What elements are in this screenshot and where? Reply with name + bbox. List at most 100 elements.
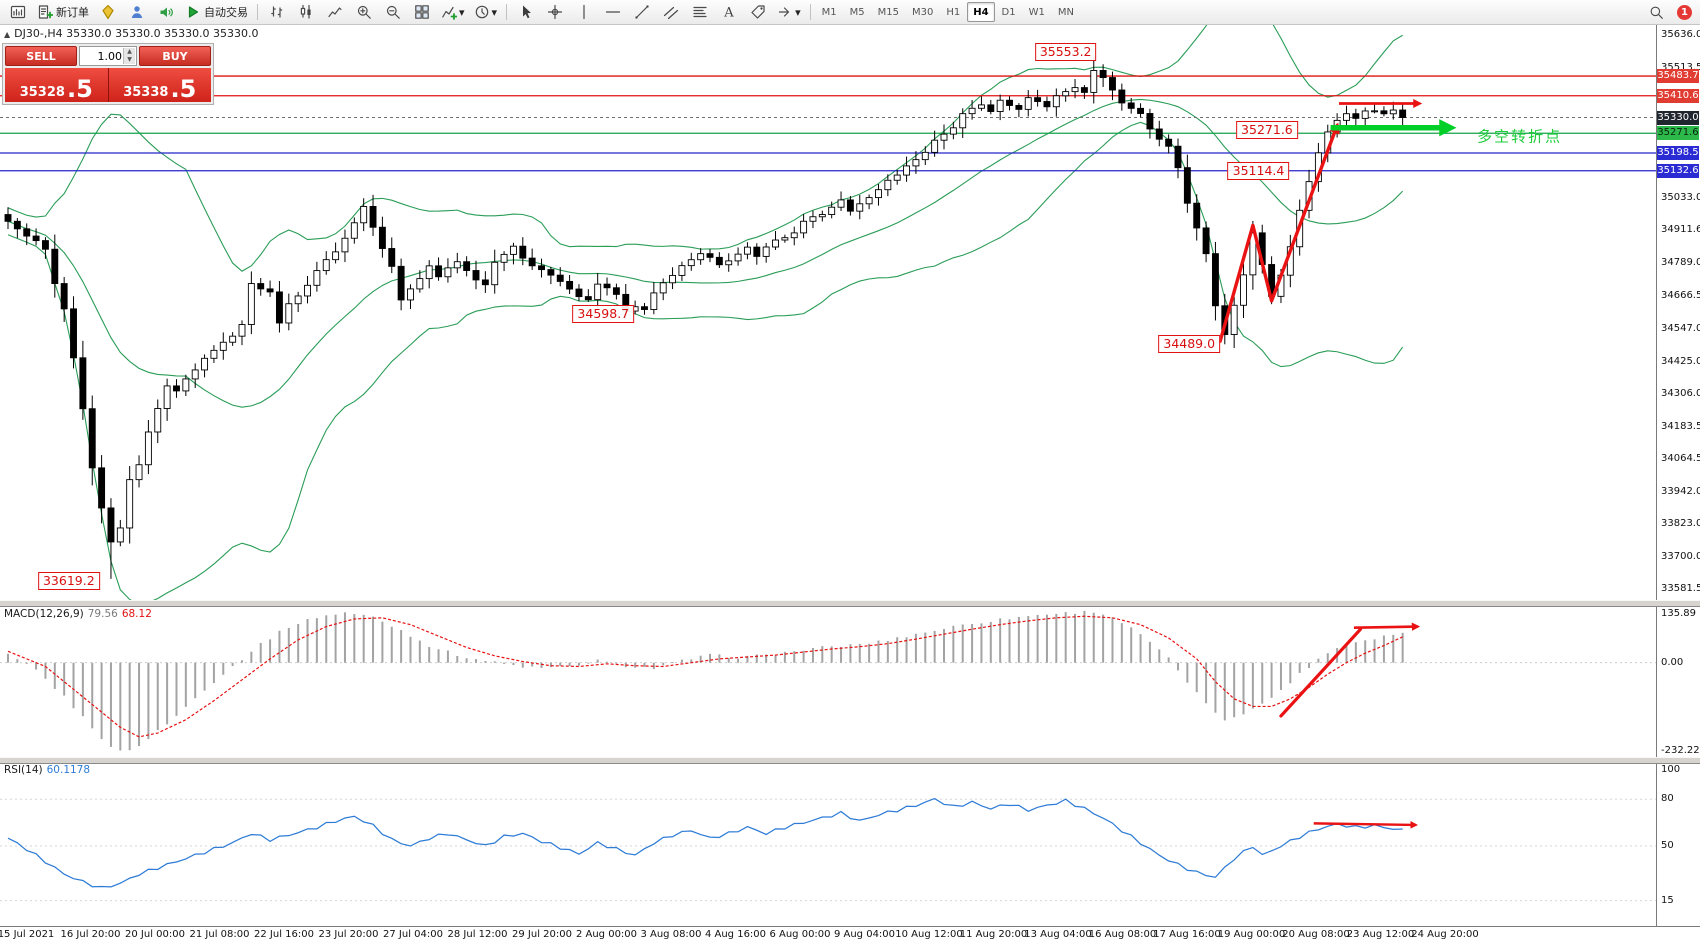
- macd-trend-arrow[interactable]: [1279, 627, 1363, 718]
- volume-input[interactable]: 1.00 ▲ ▼: [79, 46, 137, 66]
- tile-windows-button[interactable]: [408, 1, 436, 23]
- auto-trading-label: 自动交易: [204, 6, 248, 19]
- price-axis[interactable]: [1656, 24, 1700, 945]
- notification-badge[interactable]: 1: [1677, 4, 1692, 20]
- horizontal-line-icon: [605, 11, 621, 13]
- line-chart-icon: [328, 7, 342, 18]
- rsi-direction-arrow[interactable]: [1313, 821, 1419, 829]
- dropdown-caret-icon: ▾: [795, 5, 801, 19]
- indicators-icon: [442, 6, 457, 20]
- timeframe-mn[interactable]: MN: [1057, 6, 1074, 18]
- rsi-indicator-label: RSI(14) 60.1178: [4, 764, 90, 776]
- zoom-out-icon: [386, 5, 400, 19]
- chart-workspace[interactable]: ▲ DJ30-,H4 35330.0 35330.0 35330.0 35330.…: [0, 24, 1700, 945]
- toolbar-separator: [506, 4, 508, 20]
- auto-trading-button[interactable]: 自动交易: [181, 1, 252, 23]
- candlestick-chart-button[interactable]: [292, 1, 320, 23]
- stepper-up-icon[interactable]: ▲: [127, 48, 132, 55]
- crosshair-button[interactable]: [541, 1, 569, 23]
- line-chart-button[interactable]: [321, 1, 349, 23]
- sell-button[interactable]: SELL: [5, 46, 77, 66]
- profile-button[interactable]: [123, 1, 151, 23]
- volume-value: 1.00: [97, 49, 123, 63]
- trendline-button[interactable]: [628, 1, 656, 23]
- collapse-one-click-icon[interactable]: ▲: [4, 30, 11, 39]
- rsi-pane-layer: [0, 797, 1656, 902]
- text-button[interactable]: A: [715, 1, 743, 23]
- tile-windows-icon: [415, 5, 429, 19]
- trend-zigzag-arrow[interactable]: [1218, 122, 1340, 344]
- toolbar: 新订单 自动交易 ▾ ▾ A ▾ M1 M5 M15 M30 H1 H4 D1 W1 MN 1: [0, 0, 1700, 25]
- fibonacci-icon: [693, 6, 707, 18]
- text-icon: A: [723, 6, 734, 21]
- stepper-down-icon[interactable]: ▼: [127, 56, 132, 63]
- macd-pane-layer: [0, 610, 1656, 751]
- volume-stepper[interactable]: ▲ ▼: [123, 48, 135, 64]
- shapes-icon: [778, 7, 790, 17]
- shapes-button[interactable]: ▾: [773, 1, 805, 23]
- timeframe-m5[interactable]: M5: [849, 6, 865, 18]
- zoom-in-button[interactable]: [350, 1, 378, 23]
- new-order-button[interactable]: 新订单: [33, 1, 93, 23]
- announcement-icon: [160, 7, 173, 17]
- pane-separator-macd[interactable]: [0, 600, 1700, 607]
- profile-icon: [131, 6, 143, 18]
- time-axis[interactable]: [0, 926, 1700, 945]
- zoom-in-icon: [357, 5, 371, 19]
- bollinger-lower-band: [7, 121, 1404, 600]
- crosshair-icon: [547, 4, 563, 20]
- timeframe-h4[interactable]: H4: [967, 2, 995, 22]
- macd-direction-arrow[interactable]: [1353, 622, 1421, 631]
- vertical-line-button[interactable]: [570, 1, 598, 23]
- chart-window-button[interactable]: [4, 1, 32, 23]
- one-click-buttons-row: SELL 1.00 ▲ ▼ BUY: [5, 46, 211, 66]
- one-click-trading-widget: SELL 1.00 ▲ ▼ BUY 35328.5 35338.5: [2, 43, 214, 105]
- timeframe-m15[interactable]: M15: [877, 6, 899, 18]
- bollinger-middle-band: [7, 98, 1404, 408]
- macd-signal-line: [7, 615, 1403, 738]
- time-period-icon: [475, 5, 488, 19]
- channel-icon: [663, 6, 679, 20]
- search-icon: [1650, 6, 1663, 19]
- one-click-prices: 35328.5 35338.5: [5, 68, 211, 102]
- fibonacci-button[interactable]: [686, 1, 714, 23]
- timeframe-h1[interactable]: H1: [946, 6, 961, 18]
- auto-trading-icon: [188, 6, 199, 18]
- bar-chart-button[interactable]: [263, 1, 291, 23]
- dropdown-caret-icon: ▾: [491, 5, 498, 19]
- diamond-icon: [102, 4, 114, 20]
- horizontal-line-button[interactable]: [599, 1, 627, 23]
- timeframe-d1[interactable]: D1: [1001, 6, 1016, 18]
- cursor-button[interactable]: [512, 1, 540, 23]
- buy-price[interactable]: 35338.5: [107, 68, 211, 103]
- timeframe-w1[interactable]: W1: [1028, 6, 1045, 18]
- bollinger-upper-band: [7, 24, 1403, 272]
- rsi-name: RSI(14): [4, 764, 43, 776]
- trendline-icon: [635, 5, 649, 19]
- dropdown-caret-icon: ▾: [459, 5, 465, 19]
- toolbar-separator: [809, 4, 811, 20]
- search-button[interactable]: [1642, 1, 1670, 23]
- rsi-line: [7, 797, 1403, 888]
- pane-separator-rsi[interactable]: [0, 757, 1700, 764]
- time-period-button[interactable]: ▾: [470, 1, 502, 23]
- indicators-button[interactable]: ▾: [437, 1, 469, 23]
- timeframe-m1[interactable]: M1: [821, 6, 837, 18]
- zoom-out-button[interactable]: [379, 1, 407, 23]
- buy-button[interactable]: BUY: [139, 46, 211, 66]
- label-button[interactable]: [744, 1, 772, 23]
- cursor-icon: [523, 5, 531, 19]
- svg-text:A: A: [723, 6, 734, 21]
- toolbar-separator: [257, 4, 258, 20]
- channel-button[interactable]: [657, 1, 685, 23]
- timeframe-m30[interactable]: M30: [911, 6, 934, 18]
- vertical-line-icon: [583, 4, 585, 20]
- candlestick-chart-icon: [300, 4, 311, 19]
- buy-price-pips: .5: [170, 75, 197, 103]
- announcement-button[interactable]: [152, 1, 180, 23]
- sell-price[interactable]: 35328.5: [5, 68, 108, 102]
- rsi-value: 60.1178: [46, 764, 91, 776]
- diamond-button[interactable]: [94, 1, 122, 23]
- toolbar-right: 1: [1642, 1, 1696, 23]
